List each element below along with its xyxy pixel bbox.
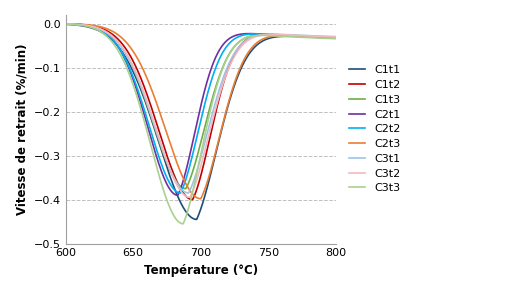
C1t3 xyxy=(109,35,115,38)
C2t1 xyxy=(166,187,172,190)
C2t1 xyxy=(328,35,334,39)
C2t1 xyxy=(63,22,69,26)
C3t2 xyxy=(333,35,339,39)
C2t2 xyxy=(298,34,305,38)
C1t3 xyxy=(166,166,172,170)
Legend: C1t1, C1t2, C1t3, C2t1, C2t2, C2t3, C3t1, C3t2, C3t3: C1t1, C1t2, C1t3, C2t1, C2t2, C2t3, C3t1… xyxy=(344,61,405,198)
Line: C2t2: C2t2 xyxy=(66,24,336,193)
C3t2 xyxy=(178,190,184,193)
C1t1 xyxy=(333,36,339,40)
C1t1 xyxy=(193,218,200,221)
C3t2 xyxy=(328,35,334,39)
C3t1 xyxy=(298,34,305,37)
C1t2 xyxy=(178,188,184,191)
C2t3 xyxy=(93,24,99,28)
C3t1 xyxy=(109,35,115,39)
Line: C1t1: C1t1 xyxy=(66,24,336,219)
C3t2 xyxy=(109,34,115,38)
C2t2 xyxy=(178,190,184,194)
C1t2 xyxy=(166,160,172,164)
C3t3 xyxy=(178,222,184,225)
C3t1 xyxy=(93,26,99,30)
C3t3 xyxy=(298,36,305,39)
C3t2 xyxy=(93,26,99,29)
C1t1 xyxy=(63,22,69,26)
Y-axis label: Vitesse de retrait (%/min): Vitesse de retrait (%/min) xyxy=(15,44,28,215)
C2t1 xyxy=(93,26,99,29)
C1t3 xyxy=(333,36,339,40)
Line: C3t2: C3t2 xyxy=(66,24,336,197)
C2t3 xyxy=(178,171,184,175)
C1t2 xyxy=(190,198,196,201)
C1t1 xyxy=(166,172,172,176)
Line: C3t3: C3t3 xyxy=(66,24,336,224)
C3t3 xyxy=(180,222,186,225)
C3t3 xyxy=(109,41,115,44)
C1t3 xyxy=(298,35,305,38)
C3t2 xyxy=(166,166,172,169)
Line: C1t2: C1t2 xyxy=(66,24,336,200)
C3t2 xyxy=(63,22,69,26)
C1t3 xyxy=(93,26,99,29)
C3t1 xyxy=(166,166,172,169)
C2t2 xyxy=(177,191,184,195)
C1t1 xyxy=(298,35,305,39)
X-axis label: Température (°C): Température (°C) xyxy=(144,264,258,277)
C2t3 xyxy=(333,36,339,40)
C2t3 xyxy=(298,34,305,38)
C3t1 xyxy=(333,35,339,39)
C2t1 xyxy=(175,194,181,197)
C1t1 xyxy=(178,201,184,205)
C1t1 xyxy=(93,28,99,31)
C2t2 xyxy=(166,180,172,184)
C2t2 xyxy=(333,36,339,39)
Line: C1t3: C1t3 xyxy=(66,24,336,189)
C3t1 xyxy=(186,191,192,195)
C3t2 xyxy=(298,34,305,37)
C3t3 xyxy=(93,28,99,31)
C1t2 xyxy=(333,36,339,39)
C3t1 xyxy=(328,35,334,38)
C1t3 xyxy=(183,187,189,190)
C1t2 xyxy=(63,22,69,26)
C1t2 xyxy=(109,33,115,36)
C2t1 xyxy=(333,36,339,39)
C2t2 xyxy=(93,26,99,30)
Line: C2t3: C2t3 xyxy=(66,24,336,199)
C3t3 xyxy=(328,37,334,40)
C2t2 xyxy=(109,37,115,41)
C1t2 xyxy=(298,34,305,38)
C2t3 xyxy=(328,36,334,40)
C2t3 xyxy=(166,139,172,142)
C2t3 xyxy=(197,197,204,201)
C2t2 xyxy=(328,35,334,39)
C3t3 xyxy=(166,204,172,208)
C2t1 xyxy=(109,37,115,41)
C3t3 xyxy=(333,37,339,41)
C2t3 xyxy=(63,22,69,26)
C3t1 xyxy=(178,187,184,191)
C3t3 xyxy=(63,22,69,26)
C1t3 xyxy=(178,185,184,189)
C1t3 xyxy=(328,36,334,39)
Line: C2t1: C2t1 xyxy=(66,24,336,195)
C1t1 xyxy=(109,39,115,42)
Line: C3t1: C3t1 xyxy=(66,24,336,193)
C1t2 xyxy=(328,36,334,39)
C3t2 xyxy=(187,196,193,199)
C1t3 xyxy=(63,22,69,26)
C2t3 xyxy=(109,29,115,33)
C2t1 xyxy=(298,34,305,38)
C2t2 xyxy=(63,22,69,26)
C3t1 xyxy=(63,22,69,26)
C1t2 xyxy=(93,25,99,29)
C1t1 xyxy=(328,36,334,40)
C2t1 xyxy=(178,186,184,189)
